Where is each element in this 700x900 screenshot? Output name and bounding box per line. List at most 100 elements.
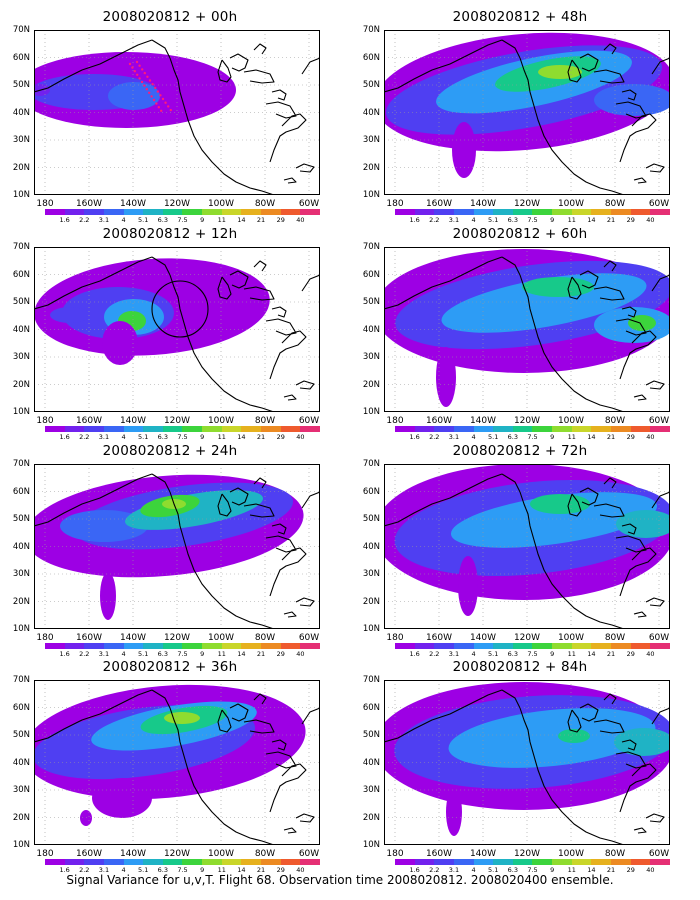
coastline: [295, 163, 315, 173]
colorbar-swatch: [241, 859, 262, 865]
y-tick-label: 60N: [12, 486, 30, 497]
coastline: [567, 493, 582, 517]
x-tick-label: 160W: [75, 416, 103, 426]
panel-title: 2008020812 + 36h: [102, 659, 238, 675]
x-tick-label: 100W: [207, 633, 235, 643]
colorbar-swatch: [434, 643, 454, 649]
x-tick-label: 140W: [119, 416, 147, 426]
colorbar-swatch: [221, 859, 242, 865]
coastline: [384, 689, 503, 743]
flight-track-point: [155, 102, 158, 105]
coastline: [34, 473, 153, 527]
x-tick-label: 140W: [469, 849, 497, 859]
coastline: [645, 597, 665, 607]
colorbar: [45, 426, 320, 432]
coastline: [229, 703, 249, 722]
colorbar-swatch: [414, 859, 435, 865]
y-tick-label: 40N: [362, 107, 380, 118]
y-tick-label: 50N: [362, 297, 380, 307]
x-tick-label: 120W: [163, 849, 191, 859]
flight-track-point: [148, 91, 151, 94]
coastline: [633, 177, 647, 184]
signal-region: [458, 556, 478, 616]
colorbar-swatch: [221, 643, 242, 649]
y-tick-label: 40N: [362, 757, 380, 768]
coastline: [615, 535, 647, 553]
panel-title: 2008020812 + 60h: [452, 226, 588, 242]
map-frame: [384, 247, 670, 412]
x-tick-label: 80W: [254, 849, 276, 859]
map-area: [384, 247, 670, 412]
y-tick-label: 60N: [12, 269, 30, 280]
coastline: [593, 286, 625, 301]
colorbar-swatch: [532, 859, 553, 865]
panel-title: 2008020812 + 72h: [452, 443, 588, 459]
flight-track-point: [152, 98, 156, 102]
colorbar-swatch: [64, 643, 85, 649]
y-tick-label: 40N: [12, 757, 30, 768]
colorbar-label: 6.3: [507, 433, 519, 441]
y-tick-label: 40N: [362, 324, 380, 335]
coastline: [615, 101, 647, 119]
colorbar-swatch: [591, 643, 612, 649]
coastline: [34, 689, 153, 743]
y-tick-label: 30N: [362, 352, 380, 362]
colorbar-label: 3.1: [98, 650, 110, 658]
colorbar-label: 29: [276, 216, 285, 224]
signal-region: [448, 708, 656, 768]
x-tick-label: 160W: [75, 633, 103, 643]
coastline: [301, 707, 320, 725]
colorbar-swatch: [64, 426, 85, 432]
heatmap-plot: [34, 30, 320, 195]
coastline: [151, 689, 275, 845]
colorbar-swatch: [453, 859, 474, 865]
colorbar-label: 29: [276, 866, 285, 874]
colorbar-swatch: [182, 643, 203, 649]
colorbar-swatch: [45, 426, 65, 432]
map-area: [384, 30, 670, 195]
colorbar-label: 29: [626, 650, 635, 658]
x-tick-label: 60W: [648, 416, 670, 426]
flight-track-point: [138, 64, 141, 67]
colorbar-swatch: [532, 643, 553, 649]
colorbar-swatch: [473, 209, 494, 215]
coastline: [229, 270, 249, 289]
y-tick-label: 50N: [362, 80, 380, 90]
coastline: [34, 39, 153, 93]
signal-region: [616, 510, 670, 538]
colorbar-swatch: [182, 209, 203, 215]
colorbar-swatch: [103, 643, 124, 649]
coastline: [579, 53, 599, 72]
colorbar-swatch: [395, 209, 415, 215]
y-tick-label: 20N: [362, 596, 380, 607]
signal-region: [441, 273, 647, 333]
coastline: [384, 256, 503, 310]
signal-region: [628, 315, 656, 331]
colorbar-label: 11: [217, 650, 226, 658]
panel-title: 2008020812 + 00h: [102, 9, 238, 25]
x-tick-label: 180: [386, 416, 404, 426]
flight-track-point: [133, 70, 136, 73]
flight-track-point: [154, 86, 157, 90]
x-tick-label: 140W: [469, 633, 497, 643]
coastline: [265, 318, 297, 336]
x-tick-label: 180: [36, 199, 54, 209]
colorbar-label: 9: [550, 866, 555, 874]
y-tick-label: 70N: [362, 25, 380, 35]
coastline: [633, 611, 647, 618]
y-tick-label: 50N: [12, 514, 30, 524]
coastline: [603, 260, 617, 272]
colorbar-label: 2.2: [79, 433, 90, 441]
y-tick-label: 40N: [12, 541, 30, 552]
y-tick-label: 20N: [362, 162, 380, 173]
colorbar-label: 2.2: [79, 866, 90, 874]
colorbar: [395, 209, 670, 215]
colorbar-label: 7.5: [177, 866, 188, 874]
coastline: [295, 813, 315, 823]
y-tick-label: 60N: [362, 486, 380, 497]
signal-region: [125, 490, 263, 530]
map-area: [384, 680, 670, 845]
colorbar-label: 7.5: [527, 650, 538, 658]
x-tick-label: 180: [36, 849, 54, 859]
colorbar-label: 40: [296, 866, 305, 874]
